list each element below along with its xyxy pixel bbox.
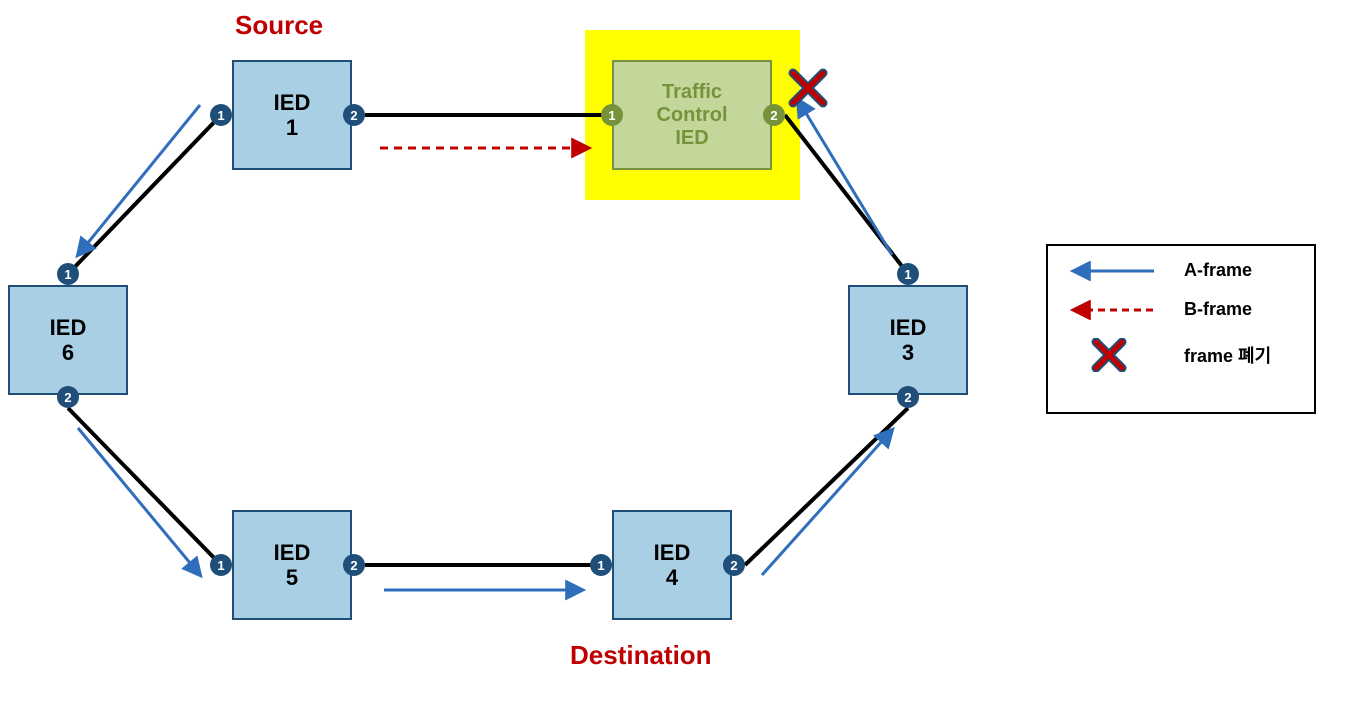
ring-link (745, 408, 908, 565)
legend-x-icon (1064, 338, 1154, 372)
a-frame-arrow (798, 100, 892, 255)
label-destination: Destination (570, 640, 712, 671)
ring-link (785, 115, 908, 274)
legend-box: A-frame B-frame frame 폐기 (1046, 244, 1316, 414)
ring-link (68, 115, 221, 274)
port-ied1-2: 2 (343, 104, 365, 126)
port-traffic-1: 1 (601, 104, 623, 126)
node-traffic-control-ied: Traffic Control IED (612, 60, 772, 170)
node-ied-6-label-2: 6 (62, 340, 74, 365)
node-ied-1: IED 1 (232, 60, 352, 170)
port-ied3-1: 1 (897, 263, 919, 285)
port-ied6-1: 1 (57, 263, 79, 285)
node-ied-3-label-1: IED (890, 315, 927, 340)
node-ied-1-label-1: IED (274, 90, 311, 115)
legend-row-b-frame: B-frame (1064, 299, 1298, 320)
node-ied-6-label-1: IED (50, 315, 87, 340)
node-ied-5: IED 5 (232, 510, 352, 620)
legend-b-label: B-frame (1184, 299, 1252, 320)
label-source: Source (235, 10, 323, 41)
legend-row-a-frame: A-frame (1064, 260, 1298, 281)
node-ied-5-label-2: 5 (286, 565, 298, 590)
legend-b-arrow-icon (1064, 300, 1154, 320)
a-frame-arrow (762, 430, 892, 575)
node-ied-1-label-2: 1 (286, 115, 298, 140)
node-ied-4-label-1: IED (654, 540, 691, 565)
port-ied3-2: 2 (897, 386, 919, 408)
port-ied4-2: 2 (723, 554, 745, 576)
port-ied5-1: 1 (210, 554, 232, 576)
port-ied1-1: 1 (210, 104, 232, 126)
node-ied-5-label-1: IED (274, 540, 311, 565)
node-traffic-label-2: Control (656, 104, 727, 127)
a-frame-arrow (78, 428, 200, 575)
ring-link (68, 408, 221, 565)
legend-x-label: frame 폐기 (1184, 342, 1271, 368)
diagram-canvas: IED 1 Traffic Control IED IED 3 IED 4 IE… (0, 0, 1346, 707)
node-ied-6: IED 6 (8, 285, 128, 395)
legend-a-label: A-frame (1184, 260, 1252, 281)
port-ied5-2: 2 (343, 554, 365, 576)
node-ied-3: IED 3 (848, 285, 968, 395)
node-ied-4: IED 4 (612, 510, 732, 620)
legend-row-discard: frame 폐기 (1064, 338, 1298, 372)
port-ied6-2: 2 (57, 386, 79, 408)
a-frame-arrow (78, 105, 200, 255)
node-ied-4-label-2: 4 (666, 565, 678, 590)
node-traffic-label-1: Traffic (662, 81, 722, 104)
port-ied4-1: 1 (590, 554, 612, 576)
port-traffic-2: 2 (763, 104, 785, 126)
node-traffic-label-3: IED (675, 127, 708, 150)
node-ied-3-label-2: 3 (902, 340, 914, 365)
legend-a-arrow-icon (1064, 261, 1154, 281)
